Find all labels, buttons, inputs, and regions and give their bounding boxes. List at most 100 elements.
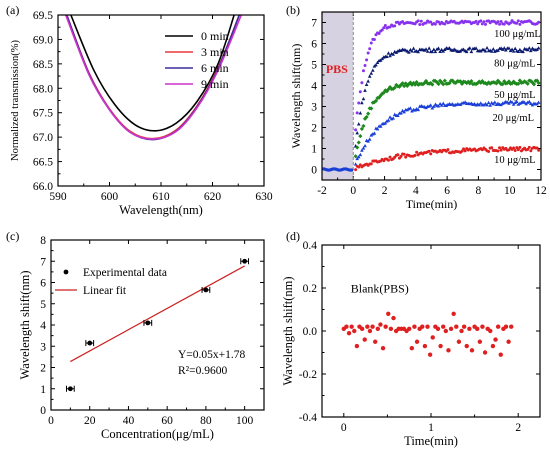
data-point xyxy=(499,20,503,24)
data-point xyxy=(355,156,359,161)
data-point xyxy=(502,100,507,105)
x-tick-label: 1 xyxy=(428,422,434,434)
data-point xyxy=(370,324,375,329)
data-point xyxy=(67,386,73,392)
y-tick-label: 69.5 xyxy=(33,10,53,22)
data-point xyxy=(446,148,450,152)
x-tick-label: 60 xyxy=(161,415,173,427)
data-point xyxy=(354,168,358,172)
x-tick-label: -2 xyxy=(317,185,327,197)
data-point xyxy=(405,107,410,112)
data-point xyxy=(358,90,362,94)
x-tick-label: 620 xyxy=(204,191,222,203)
data-point xyxy=(360,148,364,152)
fit-r2: R²=0.9600 xyxy=(178,365,227,377)
y-tick-label: 2 xyxy=(40,363,46,375)
y-tick-label: 6 xyxy=(40,278,46,290)
axes-(d): 0 1 2 -0.4 -0.2 0.0 0.2 0.4 Time(min) Wavelength … xyxy=(281,229,541,448)
x-tick-label: 590 xyxy=(49,191,67,203)
data-point xyxy=(448,326,454,332)
data-point xyxy=(529,101,533,105)
y-axis-label: Normalized transmission(%) xyxy=(10,39,21,161)
data-point xyxy=(461,324,467,329)
data-point xyxy=(418,22,422,26)
y-tick-label: 5 xyxy=(40,299,46,311)
data-point xyxy=(363,64,367,68)
data-point xyxy=(399,48,403,53)
data-point xyxy=(439,103,444,107)
data-point xyxy=(383,24,387,28)
data-point xyxy=(427,149,431,153)
data-point xyxy=(367,74,372,78)
data-point xyxy=(451,311,456,316)
data-point xyxy=(488,103,492,107)
fit-line xyxy=(70,265,245,363)
data-point xyxy=(396,153,400,157)
series-label: 100 μg/mL xyxy=(494,29,541,40)
y-tick-label: 0.2 xyxy=(303,283,318,295)
data-point xyxy=(494,102,499,107)
data-point xyxy=(469,49,474,54)
data-point xyxy=(506,339,511,344)
y-tick-label: 8 xyxy=(40,235,46,247)
x-tick-label: 2 xyxy=(382,185,388,197)
data-point xyxy=(507,148,511,152)
y-axis-label: Wavelength shift(nm) xyxy=(289,44,303,149)
y-tick-label: 5 xyxy=(311,60,317,72)
data-point xyxy=(464,343,469,349)
y-axis-label: Wavelength shift(nm) xyxy=(18,270,32,379)
data-point xyxy=(438,49,442,53)
data-point xyxy=(366,139,370,143)
data-point xyxy=(430,49,435,54)
y-tick-label: 0.4 xyxy=(303,240,318,252)
data-point xyxy=(367,137,372,141)
data-point xyxy=(360,100,364,105)
data-point xyxy=(514,99,519,104)
data-point xyxy=(369,133,374,137)
data-point xyxy=(480,324,485,329)
data-point xyxy=(402,110,406,114)
pbs-shaded-region xyxy=(322,12,354,180)
data-point xyxy=(488,328,493,334)
data-point xyxy=(495,324,501,329)
data-point xyxy=(510,100,514,104)
data-point xyxy=(386,51,391,55)
data-point xyxy=(474,103,478,107)
x-tick-label: 100 xyxy=(236,415,254,427)
data-point xyxy=(399,154,403,158)
y-axis-label: Wavelength shift(nm) xyxy=(281,276,295,385)
data-point xyxy=(359,326,365,332)
data-point xyxy=(424,105,428,110)
data-point xyxy=(467,326,472,332)
data-point xyxy=(459,328,464,334)
data-point xyxy=(203,287,209,293)
legend-marker xyxy=(63,269,69,275)
data-point xyxy=(441,101,446,105)
data-point xyxy=(479,19,483,23)
data-point xyxy=(393,24,397,28)
data-point xyxy=(375,60,380,64)
x-tick-label: 0 xyxy=(350,185,356,197)
y-tick-label: 1 xyxy=(311,144,317,156)
x-tick-label: 10 xyxy=(504,185,516,197)
data-point xyxy=(425,324,430,329)
data-point xyxy=(358,111,363,115)
data-point xyxy=(491,102,496,106)
data-point xyxy=(447,46,452,50)
data-point xyxy=(464,49,469,54)
y-tick-label: 0 xyxy=(40,405,46,417)
data-point xyxy=(466,47,471,51)
x-axis-label: Wavelength(nm) xyxy=(119,203,203,217)
data-point xyxy=(537,148,541,152)
data-point xyxy=(419,19,423,23)
y-tick-label: 66.5 xyxy=(33,157,53,169)
data-point xyxy=(378,322,383,327)
axes-(a): 590 600 610 620 630 66.0 66.5 67.0 67.5 68.0 68.5 6… xyxy=(6,3,273,217)
data-point xyxy=(527,46,532,50)
data-point xyxy=(413,108,417,112)
data-point xyxy=(499,148,503,152)
y-tick-label: 2 xyxy=(311,123,317,135)
series-label: 80 μg/mL xyxy=(494,59,536,70)
data-point xyxy=(356,154,361,159)
